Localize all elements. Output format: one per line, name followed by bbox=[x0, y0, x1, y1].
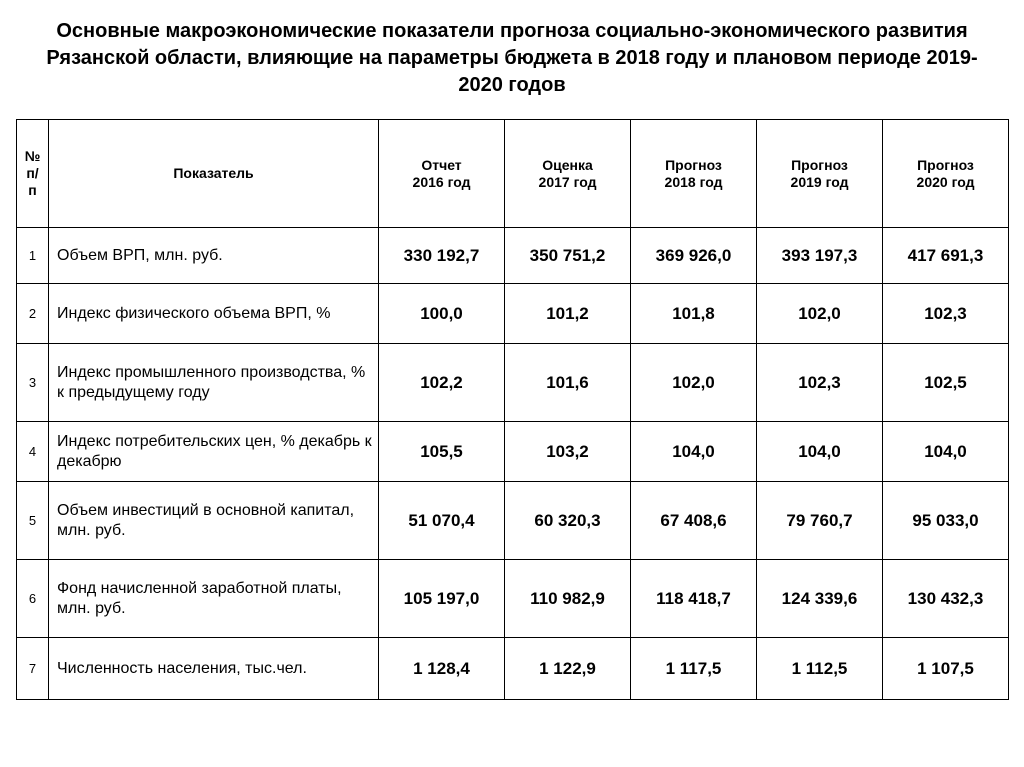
value-cell: 104,0 bbox=[883, 422, 1009, 482]
value-cell: 95 033,0 bbox=[883, 482, 1009, 560]
table-header-row: № п/п Показатель Отчет 2016 год Оценка 2… bbox=[17, 120, 1009, 228]
table-row: 2 Индекс физического объема ВРП, % 100,0… bbox=[17, 284, 1009, 344]
value-cell: 1 107,5 bbox=[883, 638, 1009, 700]
value-cell: 417 691,3 bbox=[883, 228, 1009, 284]
table-row: 1 Объем ВРП, млн. руб. 330 192,7 350 751… bbox=[17, 228, 1009, 284]
header-year-2017-line2: 2017 год bbox=[511, 174, 624, 191]
value-cell: 102,0 bbox=[631, 344, 757, 422]
header-year-2017-line1: Оценка bbox=[511, 157, 624, 174]
value-cell: 102,5 bbox=[883, 344, 1009, 422]
indicator-name: Объем ВРП, млн. руб. bbox=[49, 228, 379, 284]
row-num: 5 bbox=[17, 482, 49, 560]
value-cell: 102,2 bbox=[379, 344, 505, 422]
header-year-2020-line1: Прогноз bbox=[889, 157, 1002, 174]
header-year-2018-line2: 2018 год bbox=[637, 174, 750, 191]
table-row: 6 Фонд начисленной заработной платы, млн… bbox=[17, 560, 1009, 638]
value-cell: 60 320,3 bbox=[505, 482, 631, 560]
value-cell: 393 197,3 bbox=[757, 228, 883, 284]
value-cell: 101,2 bbox=[505, 284, 631, 344]
header-year-2016-line1: Отчет bbox=[385, 157, 498, 174]
value-cell: 100,0 bbox=[379, 284, 505, 344]
indicator-name: Объем инвестиций в основной капитал, млн… bbox=[49, 482, 379, 560]
header-year-2020: Прогноз 2020 год bbox=[883, 120, 1009, 228]
header-year-2019: Прогноз 2019 год bbox=[757, 120, 883, 228]
header-year-2016-line2: 2016 год bbox=[385, 174, 498, 191]
value-cell: 105 197,0 bbox=[379, 560, 505, 638]
value-cell: 1 117,5 bbox=[631, 638, 757, 700]
value-cell: 101,6 bbox=[505, 344, 631, 422]
value-cell: 330 192,7 bbox=[379, 228, 505, 284]
value-cell: 102,0 bbox=[757, 284, 883, 344]
value-cell: 1 122,9 bbox=[505, 638, 631, 700]
value-cell: 105,5 bbox=[379, 422, 505, 482]
value-cell: 369 926,0 bbox=[631, 228, 757, 284]
header-year-2017: Оценка 2017 год bbox=[505, 120, 631, 228]
value-cell: 124 339,6 bbox=[757, 560, 883, 638]
indicators-table: № п/п Показатель Отчет 2016 год Оценка 2… bbox=[16, 119, 1009, 700]
indicator-name: Индекс потребительских цен, % декабрь к … bbox=[49, 422, 379, 482]
value-cell: 130 432,3 bbox=[883, 560, 1009, 638]
value-cell: 118 418,7 bbox=[631, 560, 757, 638]
value-cell: 51 070,4 bbox=[379, 482, 505, 560]
row-num: 1 bbox=[17, 228, 49, 284]
value-cell: 104,0 bbox=[631, 422, 757, 482]
indicator-name: Фонд начисленной заработной платы, млн. … bbox=[49, 560, 379, 638]
header-year-2016: Отчет 2016 год bbox=[379, 120, 505, 228]
value-cell: 67 408,6 bbox=[631, 482, 757, 560]
header-indicator: Показатель bbox=[49, 120, 379, 228]
table-row: 7 Численность населения, тыс.чел. 1 128,… bbox=[17, 638, 1009, 700]
table-row: 4 Индекс потребительских цен, % декабрь … bbox=[17, 422, 1009, 482]
value-cell: 350 751,2 bbox=[505, 228, 631, 284]
header-year-2018: Прогноз 2018 год bbox=[631, 120, 757, 228]
value-cell: 110 982,9 bbox=[505, 560, 631, 638]
indicator-name: Индекс физического объема ВРП, % bbox=[49, 284, 379, 344]
row-num: 6 bbox=[17, 560, 49, 638]
header-year-2020-line2: 2020 год bbox=[889, 174, 1002, 191]
row-num: 7 bbox=[17, 638, 49, 700]
value-cell: 103,2 bbox=[505, 422, 631, 482]
header-year-2019-line1: Прогноз bbox=[763, 157, 876, 174]
table-row: 5 Объем инвестиций в основной капитал, м… bbox=[17, 482, 1009, 560]
indicator-name: Индекс промышленного производства, % к п… bbox=[49, 344, 379, 422]
header-year-2019-line2: 2019 год bbox=[763, 174, 876, 191]
value-cell: 104,0 bbox=[757, 422, 883, 482]
value-cell: 101,8 bbox=[631, 284, 757, 344]
indicator-name: Численность населения, тыс.чел. bbox=[49, 638, 379, 700]
row-num: 2 bbox=[17, 284, 49, 344]
value-cell: 102,3 bbox=[883, 284, 1009, 344]
value-cell: 102,3 bbox=[757, 344, 883, 422]
value-cell: 1 128,4 bbox=[379, 638, 505, 700]
row-num: 4 bbox=[17, 422, 49, 482]
table-row: 3 Индекс промышленного производства, % к… bbox=[17, 344, 1009, 422]
value-cell: 1 112,5 bbox=[757, 638, 883, 700]
value-cell: 79 760,7 bbox=[757, 482, 883, 560]
page-title: Основные макроэкономические показатели п… bbox=[16, 18, 1008, 99]
header-year-2018-line1: Прогноз bbox=[637, 157, 750, 174]
row-num: 3 bbox=[17, 344, 49, 422]
header-num: № п/п bbox=[17, 120, 49, 228]
